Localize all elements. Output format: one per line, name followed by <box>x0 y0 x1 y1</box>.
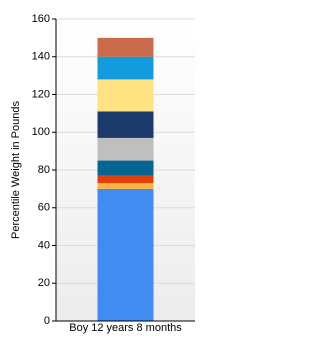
y-tick-label: 100 <box>32 126 50 138</box>
bar-segment <box>97 188 154 321</box>
chart: Percentile Weight in Pounds 0 20 40 60 80 100… <box>10 13 195 334</box>
y-tick-label: 0 <box>44 315 50 327</box>
y-tick-label: 60 <box>38 202 50 214</box>
y-tick-label: 40 <box>38 239 50 251</box>
bar-segment <box>97 160 154 176</box>
y-tick-label: 140 <box>32 51 50 63</box>
bar-segment <box>97 137 154 161</box>
bar-segment <box>97 175 154 184</box>
y-axis-label: Percentile Weight in Pounds <box>10 101 22 239</box>
y-tick-label: 20 <box>38 277 50 289</box>
bar-segment <box>97 56 154 80</box>
bar-segment <box>97 111 154 138</box>
bar-segment <box>97 79 154 112</box>
bar-segment <box>97 183 154 189</box>
bar-segment <box>97 37 154 57</box>
x-tick-label: Boy 12 years 8 months <box>69 322 182 334</box>
y-tick-label: 80 <box>38 164 50 176</box>
y-tick-label: 160 <box>32 13 50 25</box>
y-tick-label: 120 <box>32 88 50 100</box>
